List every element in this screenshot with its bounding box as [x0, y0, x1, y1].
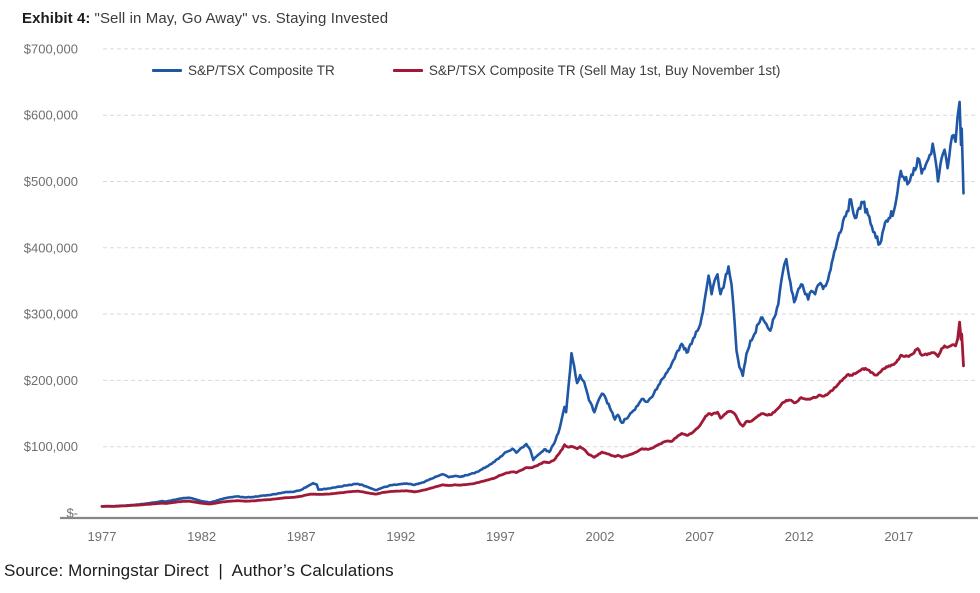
x-axis-tick-label: 2007: [685, 529, 714, 544]
x-axis-tick-label: 2002: [586, 529, 615, 544]
y-axis-tick-label: $400,000: [24, 240, 78, 255]
x-axis-tick-label: 1987: [287, 529, 316, 544]
y-axis-tick-label: $300,000: [24, 307, 78, 322]
series-seasonal-line: [100, 320, 965, 508]
y-axis-tick-label: $500,000: [24, 174, 78, 189]
y-axis-tick-label: $700,000: [24, 41, 78, 56]
legend-item-seasonal: S&P/TSX Composite TR (Sell May 1st, Buy …: [392, 63, 781, 78]
y-axis-tick-label: $-: [66, 506, 78, 521]
chart-title-text: "Sell in May, Go Away" vs. Staying Inves…: [94, 10, 389, 27]
legend-item-invested: S&P/TSX Composite TR: [152, 63, 335, 78]
legend-swatch: [392, 68, 423, 73]
x-axis-tick-label: 2012: [785, 529, 814, 544]
x-axis-tick-label: 1977: [88, 529, 117, 544]
x-axis-tick-label: 2017: [884, 529, 913, 544]
y-axis-tick-label: $600,000: [24, 108, 78, 123]
x-axis-tick-label: 1997: [486, 529, 515, 544]
y-axis-tick-label: $100,000: [24, 439, 78, 454]
chart-legend: S&P/TSX Composite TR S&P/TSX Composite TR…: [152, 63, 780, 78]
y-axis-tick-label: $200,000: [24, 373, 78, 388]
chart-title: Exhibit 4: "Sell in May, Go Away" vs. Sta…: [22, 10, 388, 27]
legend-label: S&P/TSX Composite TR: [188, 63, 335, 78]
x-axis-tick-label: 1982: [187, 529, 216, 544]
series-invested-line: [100, 100, 965, 508]
source-note: Source: Morningstar Direct | Author’s Ca…: [4, 561, 394, 580]
legend-swatch: [152, 68, 182, 73]
legend-label: S&P/TSX Composite TR (Sell May 1st, Buy …: [428, 63, 781, 78]
x-axis-tick-label: 1992: [386, 529, 415, 544]
exhibit-label: Exhibit 4:: [22, 10, 91, 27]
